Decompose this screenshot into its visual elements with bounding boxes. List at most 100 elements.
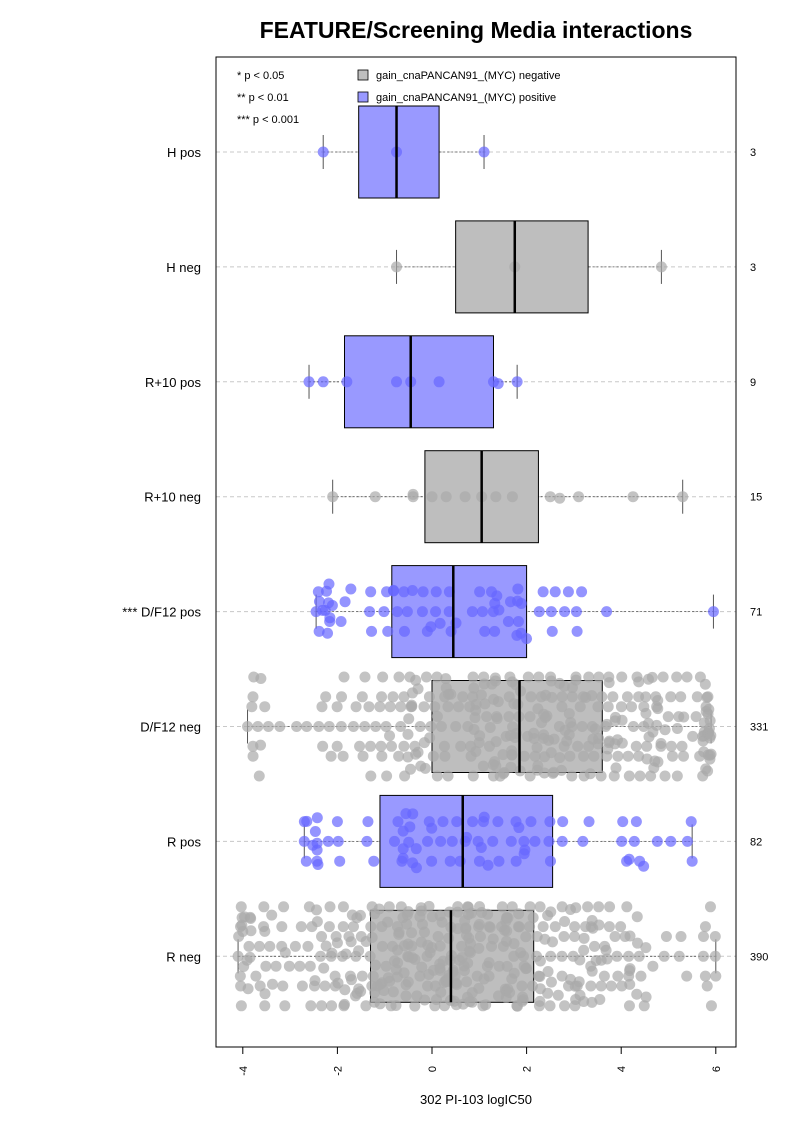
point-d-f12-neg-145 — [506, 749, 518, 761]
point-d-f12-neg-248 — [616, 714, 628, 726]
point-d-f12-neg-97 — [457, 691, 469, 703]
point-r-neg-74 — [340, 948, 352, 960]
point-d-f12-neg-190 — [554, 752, 566, 764]
point-r-pos-36 — [437, 816, 449, 828]
point-r-neg-45 — [304, 960, 316, 972]
point-r-neg-303 — [546, 936, 558, 948]
point-r-neg-73 — [339, 984, 351, 996]
point-d-f12-neg-182 — [545, 675, 557, 687]
point-r-10-pos-2 — [341, 376, 353, 388]
point-r-neg-29 — [266, 909, 278, 921]
point-r-neg-97 — [366, 932, 378, 944]
point-d-f12-neg-252 — [623, 770, 635, 782]
point-d-f12-pos-35 — [434, 617, 446, 629]
point-r-neg-58 — [323, 921, 335, 933]
point-r-neg-355 — [615, 921, 627, 933]
point-d-f12-neg-70 — [414, 721, 426, 732]
box-h-neg — [455, 220, 589, 314]
point-d-f12-neg-164 — [529, 750, 541, 762]
point-d-f12-neg-69 — [412, 746, 424, 758]
point-d-f12-neg-120 — [484, 721, 496, 733]
point-r-neg-50 — [310, 904, 322, 916]
chart-title: FEATURE/Screening Media interactions — [260, 17, 693, 43]
point-d-f12-neg-84 — [435, 721, 447, 732]
point-d-f12-neg-94 — [450, 721, 462, 732]
point-d-f12-neg-17 — [317, 740, 329, 752]
point-d-f12-pos-41 — [474, 586, 486, 598]
point-r-neg-155 — [419, 994, 431, 1006]
count-label-r-10-pos: 9 — [750, 377, 756, 389]
point-d-f12-neg-36 — [365, 770, 377, 782]
point-d-f12-neg-207 — [570, 674, 582, 686]
point-r-neg-298 — [542, 966, 554, 978]
point-d-f12-neg-296 — [677, 750, 689, 762]
point-r-neg-361 — [623, 1000, 635, 1012]
point-d-f12-neg-9 — [255, 672, 267, 684]
point-r-neg-43 — [302, 940, 314, 952]
point-d-f12-neg-285 — [659, 724, 671, 736]
point-d-f12-neg-228 — [596, 691, 608, 703]
point-r-pos-34 — [426, 822, 438, 834]
point-r-pos-2 — [300, 855, 312, 867]
point-d-f12-neg-167 — [532, 760, 544, 772]
point-r-neg-23 — [258, 901, 270, 913]
point-r-neg-91 — [360, 1000, 372, 1012]
point-d-f12-pos-62 — [546, 625, 558, 637]
point-d-f12-neg-299 — [687, 730, 699, 742]
point-r-neg-377 — [673, 950, 685, 962]
point-d-f12-neg-110 — [470, 698, 482, 710]
point-d-f12-neg-210 — [576, 721, 588, 732]
point-r-pos-66 — [557, 816, 569, 828]
point-r-neg-2 — [234, 970, 246, 982]
point-r-pos-63 — [544, 816, 556, 828]
point-r-pos-26 — [404, 821, 416, 833]
point-r-neg-275 — [517, 994, 529, 1006]
point-r-neg-39 — [289, 940, 301, 952]
point-h-neg-0 — [391, 261, 403, 273]
point-r-10-pos-0 — [303, 376, 315, 388]
point-r-neg-174 — [435, 986, 447, 998]
point-r-neg-55 — [318, 962, 330, 974]
point-r-neg-369 — [633, 950, 645, 962]
point-r-neg-389 — [710, 970, 722, 982]
point-r-neg-80 — [347, 921, 359, 933]
point-d-f12-neg-117 — [479, 698, 491, 710]
point-r-neg-236 — [482, 908, 494, 920]
point-r-neg-199 — [452, 923, 464, 935]
point-d-f12-pos-24 — [391, 606, 403, 618]
point-r-neg-24 — [259, 1000, 271, 1012]
point-r-neg-14 — [243, 940, 255, 952]
legend: * p < 0.05 ** p < 0.01 *** p < 0.001 gai… — [237, 69, 560, 126]
point-d-f12-pos-33 — [430, 606, 442, 618]
point-d-f12-neg-295 — [676, 740, 688, 752]
point-r-neg-363 — [624, 978, 636, 990]
point-r-pos-29 — [410, 843, 422, 855]
point-r-pos-72 — [623, 853, 635, 865]
point-d-f12-neg-75 — [420, 671, 432, 683]
point-r-pos-52 — [493, 855, 505, 867]
point-d-f12-neg-4 — [247, 750, 259, 762]
point-r-neg-15 — [244, 951, 256, 963]
point-r-neg-281 — [524, 921, 536, 933]
point-d-f12-pos-49 — [493, 604, 505, 616]
count-labels: 3 3 9 15 71 331 82 390 — [750, 147, 768, 963]
point-r-neg-154 — [418, 926, 430, 938]
point-d-f12-pos-42 — [476, 606, 488, 618]
point-d-f12-neg-236 — [603, 677, 615, 689]
point-r-neg-102 — [369, 959, 381, 971]
point-layer — [232, 106, 722, 1012]
point-r-neg-297 — [542, 987, 554, 999]
point-h-neg-2 — [655, 261, 667, 273]
point-d-f12-neg-57 — [402, 728, 414, 740]
point-d-f12-neg-226 — [593, 671, 605, 683]
point-r-10-neg-11 — [554, 492, 566, 504]
point-d-f12-neg-34 — [363, 701, 375, 713]
point-d-f12-neg-25 — [337, 750, 349, 762]
point-d-f12-neg-279 — [652, 703, 664, 715]
point-d-f12-neg-330 — [705, 748, 717, 760]
point-r-neg-332 — [585, 980, 597, 992]
point-d-f12-pos-69 — [601, 606, 613, 618]
point-d-f12-neg-10 — [259, 701, 271, 713]
point-r-neg-19 — [250, 970, 262, 982]
point-d-f12-neg-217 — [584, 768, 596, 780]
